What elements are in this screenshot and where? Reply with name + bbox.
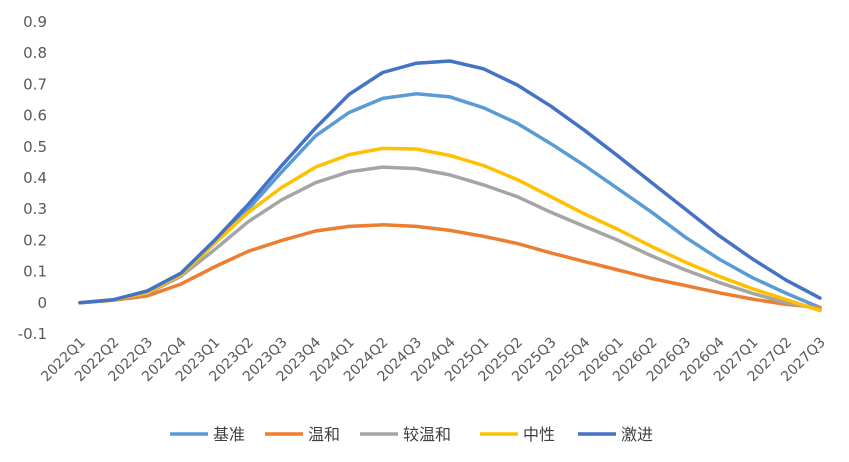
- series-line-2: [78, 165, 822, 311]
- legend-label: 激进: [621, 425, 653, 444]
- y-tick-label: 0.8: [23, 44, 47, 62]
- legend-item-2: 较温和: [360, 425, 451, 444]
- y-tick-label: 0.5: [23, 138, 47, 156]
- legend-item-0: 基准: [170, 425, 245, 444]
- y-tick-label: 0.2: [23, 231, 47, 249]
- series-line-1: [78, 223, 822, 310]
- series-line-3: [78, 146, 822, 313]
- series-line-4: [78, 59, 822, 305]
- series-line-0: [78, 92, 822, 310]
- y-tick-label: 0: [37, 294, 47, 312]
- y-tick-label: 0.9: [23, 13, 47, 31]
- y-axis: -0.1 0 0.1 0.2 0.3 0.4 0.5 0.6 0.7 0.8 0.9: [18, 13, 47, 343]
- legend-item-4: 激进: [578, 425, 653, 444]
- legend-item-3: 中性: [480, 425, 555, 444]
- series-layer: [78, 59, 822, 313]
- legend: 基准 温和 较温和 中性 激进: [170, 425, 653, 444]
- legend-label: 中性: [523, 425, 555, 444]
- legend-label: 基准: [213, 425, 245, 444]
- legend-label: 较温和: [403, 425, 451, 444]
- y-tick-label: 0.7: [23, 75, 47, 93]
- y-tick-label: 0.3: [23, 200, 47, 218]
- x-axis: 2022Q12022Q22022Q32022Q42023Q12023Q22023…: [38, 334, 829, 385]
- legend-label: 温和: [308, 425, 340, 444]
- y-tick-label: 0.6: [23, 107, 47, 125]
- y-tick-label: 0.1: [23, 263, 47, 281]
- legend-item-1: 温和: [265, 425, 340, 444]
- y-tick-label: -0.1: [18, 325, 47, 343]
- y-tick-label: 0.4: [23, 169, 47, 187]
